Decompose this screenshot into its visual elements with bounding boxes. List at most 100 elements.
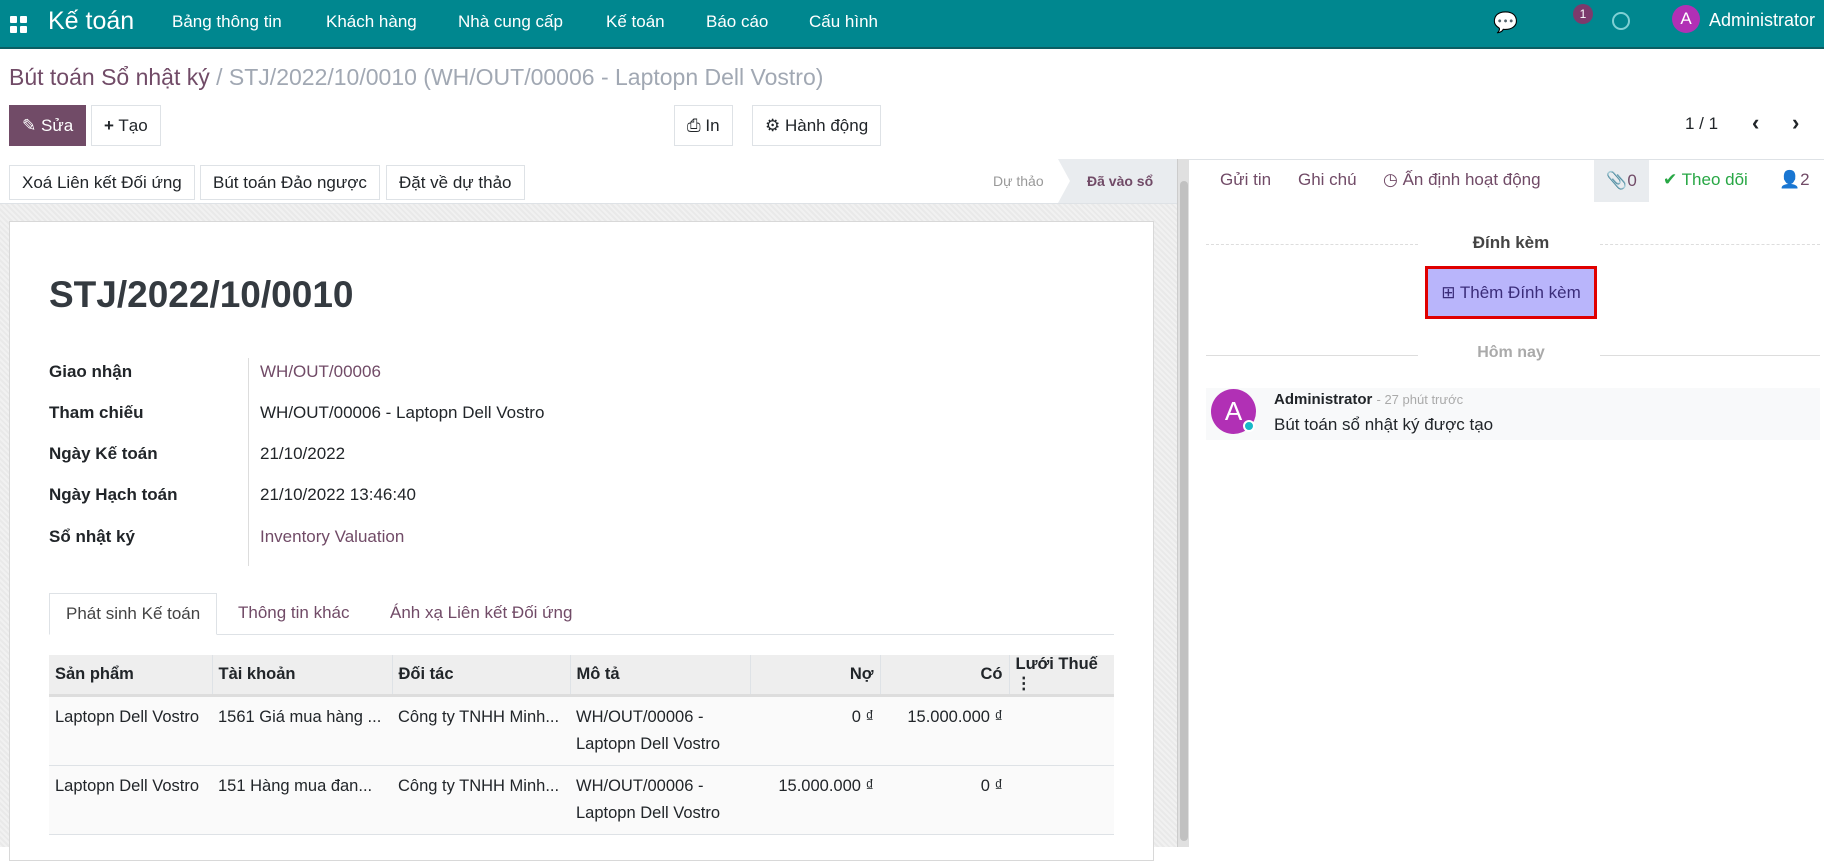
user-avatar[interactable]: A [1672, 5, 1700, 33]
menu-bao-cao[interactable]: Báo cáo [706, 12, 769, 31]
today-divider-right [1600, 355, 1820, 356]
menu-nha-cung-cap[interactable]: Nhà cung cấp [458, 12, 563, 31]
pager-next-icon[interactable]: › [1792, 110, 1800, 135]
remove-reconcile-button[interactable]: Xoá Liên kết Đối ứng [9, 165, 195, 200]
cell-label: WH/OUT/00006 - Laptopn Dell Vostro [570, 765, 750, 835]
scrollbar-thumb[interactable] [1180, 181, 1188, 841]
cell-credit: 15.000.000 ₫ [880, 695, 1009, 766]
plus-square-icon: ⊞ [1441, 283, 1456, 302]
today-divider-left [1206, 355, 1418, 356]
tab-phat-sinh[interactable]: Phát sinh Kế toán [49, 593, 218, 635]
value-tham-chieu: WH/OUT/00006 - Laptopn Dell Vostro [260, 403, 545, 422]
followers-count: 2 [1800, 170, 1810, 189]
messages-icon[interactable]: 💬 [1493, 12, 1518, 34]
chatter [1189, 159, 1824, 847]
menu-bang-thong-tin[interactable]: Bảng thông tin [172, 12, 282, 31]
messages-badge: 1 [1573, 4, 1593, 24]
message-author[interactable]: Administrator [1274, 391, 1373, 408]
activity-clock-icon[interactable] [1612, 12, 1630, 30]
follow-button[interactable]: ✔ Theo dõi [1663, 170, 1748, 190]
value-ngay-hach-toan: 21/10/2022 13:46:40 [260, 485, 416, 504]
label-giao-nhan: Giao nhận [49, 362, 133, 381]
menu-khach-hang[interactable]: Khách hàng [326, 12, 417, 31]
value-so-nhat-ky[interactable]: Inventory Valuation [260, 527, 405, 546]
create-label: Tạo [118, 116, 148, 135]
scrollbar[interactable] [1177, 159, 1189, 847]
status-posted: Đã vào sổ [1087, 173, 1154, 189]
header-partner[interactable]: Đối tác [392, 655, 571, 697]
print-button[interactable]: ⎙ In [674, 105, 733, 146]
create-button[interactable]: + Tạo [91, 105, 161, 146]
header-tax-grid[interactable]: Lưới Thuế ⋮ [1009, 655, 1114, 697]
tabs-line [49, 634, 1114, 635]
print-label: In [705, 116, 720, 135]
breadcrumb: Bút toán Sổ nhật ký / STJ/2022/10/0010 (… [9, 64, 823, 91]
journal-items-table: Sản phẩm Tài khoản Đối tác Mô tả Nợ Có L… [49, 655, 1114, 835]
breadcrumb-separator: / [216, 64, 223, 90]
menu-cau-hinh[interactable]: Cấu hình [809, 12, 878, 31]
cell-partner: Công ty TNHH Minh... [392, 695, 570, 766]
apps-grid-icon[interactable] [10, 16, 27, 33]
paperclip-icon: 📎 [1606, 171, 1628, 190]
schedule-activity-button[interactable]: ◷ Ấn định hoạt động [1383, 170, 1541, 190]
tab-anh-xa[interactable]: Ánh xạ Liên kết Đối ứng [390, 603, 573, 622]
status-posted-bg [1058, 159, 1177, 203]
tab-thong-tin-khac[interactable]: Thông tin khác [238, 603, 350, 622]
cell-product: Laptopn Dell Vostro [49, 695, 212, 766]
header-label[interactable]: Mô tả [570, 655, 751, 697]
label-ngay-ke-toan: Ngày Kế toán [49, 444, 158, 463]
add-attachment-label: Thêm Đính kèm [1459, 283, 1581, 302]
schedule-label: Ấn định hoạt động [1402, 170, 1541, 189]
column-options-icon[interactable]: ⋮ [1015, 675, 1033, 693]
user-icon: 👤 [1779, 170, 1801, 189]
message-body: Bút toán sổ nhật ký được tạo [1274, 415, 1494, 434]
header-credit[interactable]: Có [880, 655, 1010, 697]
plus-icon: + [104, 116, 114, 135]
add-attachment-button[interactable]: ⊞ Thêm Đính kèm [1425, 266, 1597, 319]
attachments-count: 0 [1627, 171, 1637, 190]
header-debit[interactable]: Nợ [750, 655, 881, 697]
header-product[interactable]: Sản phẩm [49, 655, 213, 697]
menu-ke-toan[interactable]: Kế toán [606, 12, 665, 31]
cell-credit: 0 ₫ [880, 765, 1009, 835]
header-account[interactable]: Tài khoản [212, 655, 393, 697]
action-label: Hành động [784, 116, 869, 135]
reverse-entry-button[interactable]: Bút toán Đảo ngược [200, 165, 380, 200]
follow-label: Theo dõi [1681, 170, 1748, 189]
breadcrumb-parent[interactable]: Bút toán Sổ nhật ký [9, 64, 210, 90]
pager-prev-icon[interactable]: ‹ [1752, 110, 1760, 135]
reset-to-draft-button[interactable]: Đặt về dự thảo [386, 165, 525, 200]
cell-account: 151 Hàng mua đan... [212, 765, 392, 835]
followers-button[interactable]: 👤2 [1779, 170, 1810, 190]
table-header: Sản phẩm Tài khoản Đối tác Mô tả Nợ Có L… [49, 655, 1114, 697]
label-so-nhat-ky: Sổ nhật ký [49, 527, 135, 546]
table-row[interactable]: Laptopn Dell Vostro 1561 Giá mua hàng ..… [49, 695, 1114, 766]
cell-partner: Công ty TNHH Minh... [392, 765, 570, 835]
value-giao-nhan[interactable]: WH/OUT/00006 [260, 362, 381, 381]
field-divider [248, 358, 249, 566]
edit-button[interactable]: ✎ Sửa [9, 105, 87, 146]
cell-account: 1561 Giá mua hàng ... [212, 695, 392, 766]
message-time: - 27 phút trước [1376, 392, 1464, 407]
table-row[interactable]: Laptopn Dell Vostro 151 Hàng mua đan... … [49, 765, 1114, 835]
log-note-button[interactable]: Ghi chú [1298, 170, 1357, 189]
attachments-divider-right [1600, 244, 1820, 245]
app-name[interactable]: Kế toán [48, 7, 135, 35]
user-menu[interactable]: Administrator [1709, 10, 1816, 30]
status-draft: Dự thảo [993, 173, 1044, 189]
value-ngay-ke-toan: 21/10/2022 [260, 444, 346, 463]
cell-debit: 0 ₫ [750, 695, 880, 766]
attachments-button[interactable]: 📎0 [1594, 160, 1649, 202]
action-bar: Xoá Liên kết Đối ứng Bút toán Đảo ngược … [0, 159, 1177, 204]
action-button[interactable]: ⚙ Hành động [752, 105, 882, 146]
record-title: STJ/2022/10/0010 [49, 274, 354, 315]
top-navbar: Kế toán Bảng thông tin Khách hàng Nhà cu… [0, 0, 1824, 49]
cell-tax-grid [1009, 695, 1114, 766]
pager-value[interactable]: 1 / 1 [1685, 114, 1719, 133]
print-icon: ⎙ [687, 116, 701, 135]
send-message-button[interactable]: Gửi tin [1220, 170, 1272, 189]
message-item [1206, 388, 1820, 440]
attachments-title: Đính kèm [1472, 233, 1550, 252]
label-ngay-hach-toan: Ngày Hạch toán [49, 485, 178, 504]
header-tax-grid-label: Lưới Thuế [1015, 655, 1098, 673]
